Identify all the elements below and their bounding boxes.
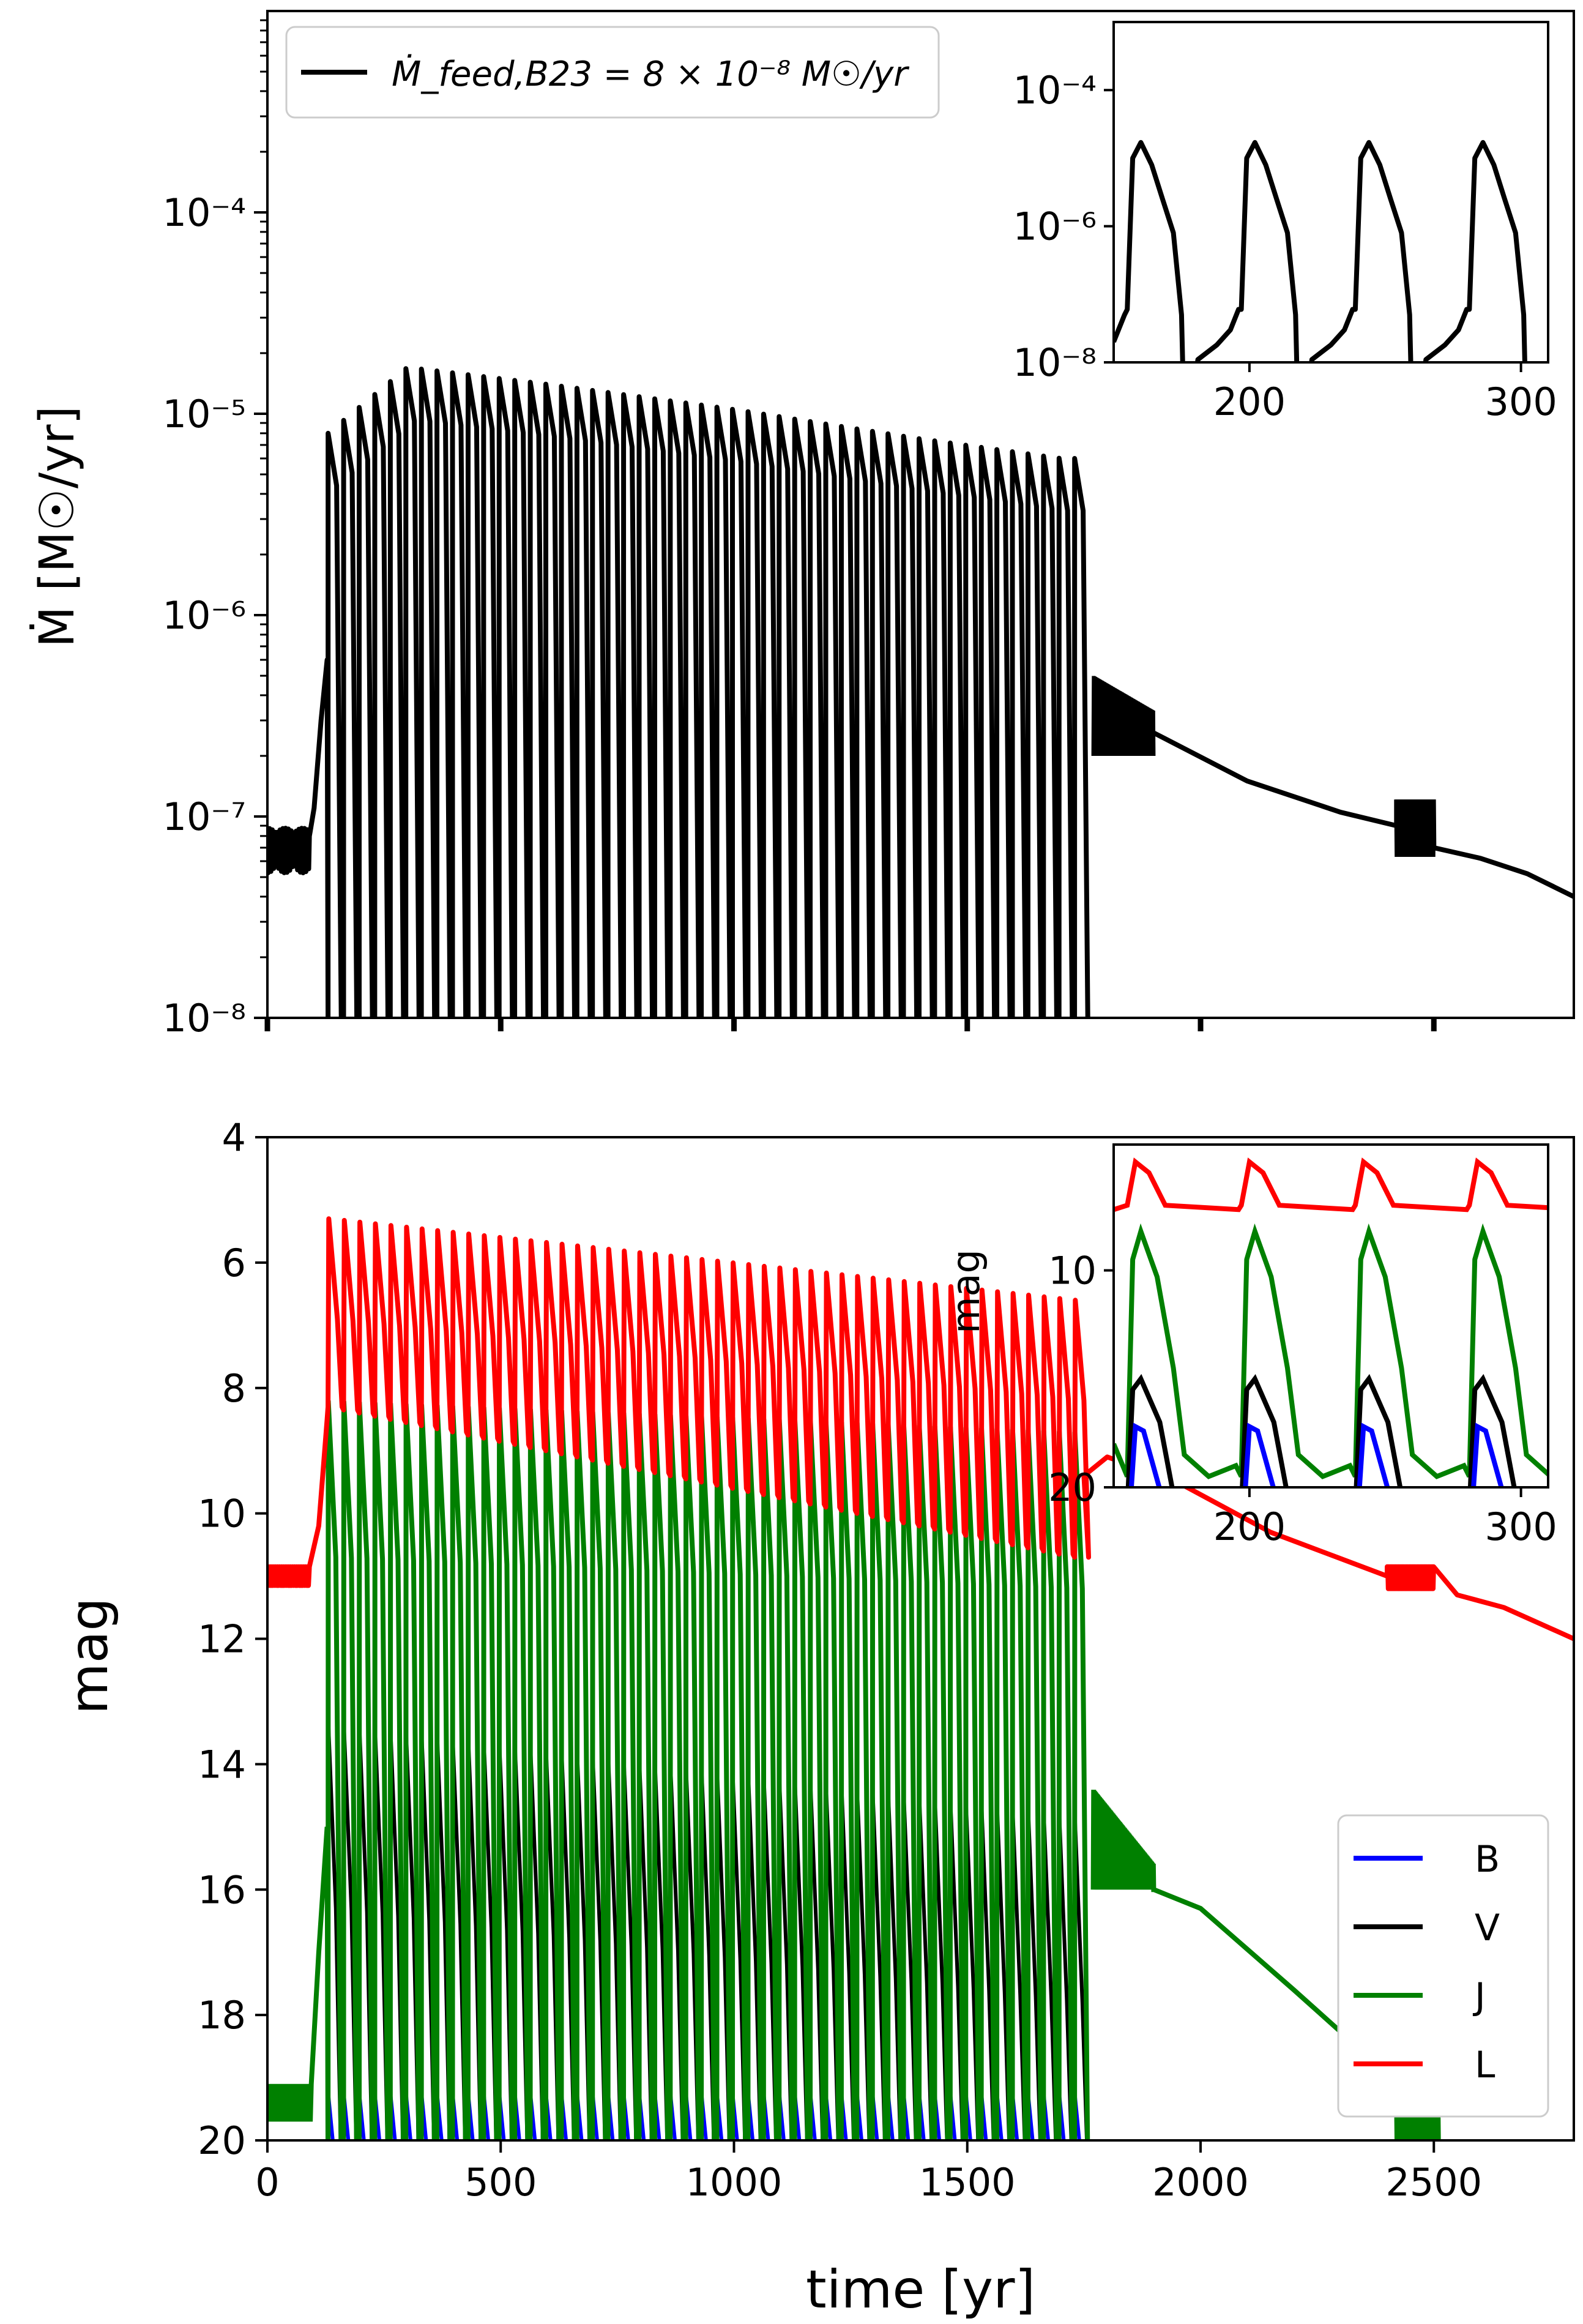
series-J — [267, 1400, 1090, 2140]
inset-y-label: mag — [944, 1249, 988, 1334]
mdot-series — [267, 366, 1574, 1018]
bottom-inset: 10 20 200 300 mag — [944, 1143, 1557, 1549]
series-L — [267, 1216, 1574, 1642]
legend-label-J: J — [1472, 1975, 1486, 2018]
legend-frame — [285, 26, 940, 119]
inset-y-tick-label: 20 — [1048, 1465, 1097, 1510]
inset-L — [1114, 1157, 1548, 1212]
mdot-band — [1091, 676, 1156, 757]
inset-y-tick-label: 10 — [1048, 1249, 1097, 1293]
x-tick-label: 1500 — [919, 2160, 1016, 2205]
y-tick-label: 10⁻⁴ — [163, 190, 246, 235]
inset-x-tick-label: 200 — [1213, 379, 1286, 424]
inset-y-tick-label: 10⁻⁴ — [1013, 68, 1097, 113]
y-tick-label: 14 — [198, 1742, 246, 1787]
mag-series — [267, 1216, 1574, 2140]
inset-B — [1128, 1422, 1504, 1487]
top-axes-frame — [266, 10, 1575, 1019]
legend: Ṁ_feed,B23 = 8 × 10⁻⁸ M☉/yr — [285, 26, 940, 119]
y-tick-label: 20 — [198, 2118, 246, 2163]
x-tick-label: 2000 — [1152, 2160, 1249, 2205]
x-axis-label: time [yr] — [806, 2259, 1035, 2320]
y-tick-label: 10⁻⁸ — [163, 996, 246, 1041]
legend-frame — [1337, 1814, 1549, 2118]
y-tick-label: 12 — [198, 1617, 246, 1662]
y-tick-label: 10⁻⁶ — [163, 593, 246, 638]
x-tick-label: 0 — [255, 2160, 279, 2205]
mdot-bursts-line — [267, 366, 1090, 1018]
inset-y-tick-label: 10⁻⁸ — [1013, 340, 1097, 385]
y-tick-label: 4 — [222, 1115, 246, 1160]
legend-label-V: V — [1475, 1907, 1500, 1949]
top-panel: 10⁻⁸ 10⁻⁷ 10⁻⁶ 10⁻⁵ 10⁻⁴ Ṁ [M☉/yr] Ṁ_feed,B23 … — [29, 10, 1575, 1041]
legend-label: Ṁ_feed,B23 = 8 × 10⁻⁸ M☉/yr — [392, 54, 909, 94]
inset-line — [1114, 140, 1527, 362]
inset-J — [1114, 1223, 1548, 1479]
y-tick-label: 6 — [222, 1241, 246, 1285]
inset-x-tick-label: 200 — [1213, 1504, 1286, 1549]
x-tick-label: 2500 — [1385, 2160, 1482, 2205]
y-axis-label: Ṁ [M☉/yr] — [29, 406, 85, 648]
y-tick-label: 10 — [198, 1492, 246, 1536]
legend-label-B: B — [1475, 1838, 1500, 1881]
inset-x-tick-label: 300 — [1484, 1504, 1557, 1549]
mdot-decay — [1152, 730, 1574, 899]
inset-frame — [1112, 1143, 1549, 1489]
y-axis-label: mag — [59, 1597, 120, 1714]
inset-series — [1114, 1157, 1548, 1487]
inset-V — [1125, 1373, 1517, 1487]
series-J-post — [1090, 1790, 1441, 2140]
inset-frame — [1112, 21, 1549, 364]
inset-series — [1114, 140, 1527, 362]
y-tick-label: 16 — [198, 1867, 246, 1912]
y-tick-label: 8 — [222, 1366, 246, 1411]
x-tick-label: 500 — [464, 2160, 537, 2205]
inset-bg — [1114, 1145, 1548, 1487]
y-tick-label: 18 — [198, 1993, 246, 2038]
top-inset: 10⁻⁸ 10⁻⁶ 10⁻⁴ 200 300 — [1013, 21, 1557, 424]
legend-label-L: L — [1475, 2044, 1495, 2087]
inset-x-tick-label: 300 — [1484, 379, 1557, 424]
x-tick-label: 1000 — [686, 2160, 783, 2205]
y-tick-label: 10⁻⁵ — [163, 392, 246, 436]
y-tick-label: 10⁻⁷ — [163, 794, 246, 839]
inset-y-tick-label: 10⁻⁶ — [1013, 204, 1097, 249]
